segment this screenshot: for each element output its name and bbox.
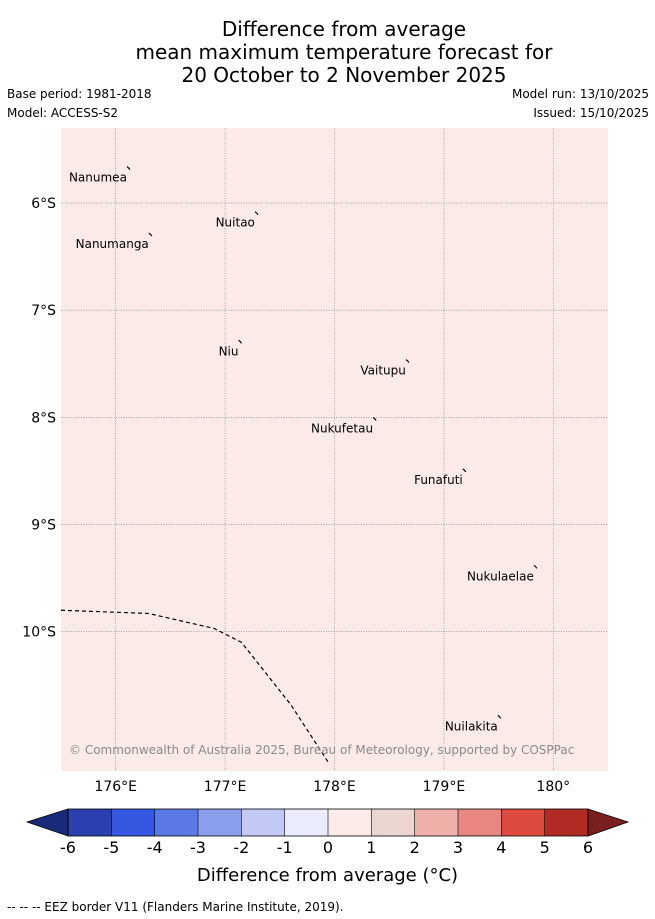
lon-tick-label: 180°: [536, 779, 570, 795]
forecast-map: Nanumea Nuitao Nanumanga Niu Vaitupu Nukufeta…: [22, 128, 630, 857]
lon-tick-label: 179°E: [423, 779, 466, 795]
lon-tick-label: 178°E: [313, 779, 356, 795]
base-period: Base period: 1981-2018: [7, 87, 152, 101]
graticule: [61, 128, 608, 771]
island-label: Nukufetau: [311, 421, 373, 435]
colorbar-swatch: [544, 809, 589, 836]
issued-date: Issued: 15/10/2025: [533, 106, 649, 120]
colorbar-swatch: [68, 809, 112, 836]
colorbar-swatch: [371, 809, 415, 836]
colorbar-tick-label: -2: [233, 838, 249, 857]
island-outline: [372, 416, 377, 421]
colorbar-tick-label: -3: [190, 838, 206, 857]
colorbar-swatch: [198, 809, 242, 836]
colorbar-tick-label: -4: [147, 838, 163, 857]
colorbar: -6 -5 -4 -3 -2 -1 0 1 2 3 4 5 6: [25, 808, 630, 857]
lon-tick-label: 177°E: [204, 779, 247, 795]
island-label: Nuilakita: [445, 719, 498, 733]
island-outline: [462, 468, 467, 473]
island-label: Vaitupu: [360, 364, 406, 378]
colorbar-swatch: [111, 809, 155, 836]
colorbar-swatch: [458, 809, 502, 836]
lat-tick-label: 10°S: [22, 625, 56, 641]
lat-tick-label: 6°S: [31, 196, 56, 212]
eez-footnote: -- -- -- EEZ border V11 (Flanders Marine…: [7, 900, 344, 914]
title-line-1: Difference from average: [221, 17, 467, 41]
colorbar-swatch: [284, 809, 329, 836]
island-outline: [533, 564, 538, 569]
island-labels: Nanumea Nuitao Nanumanga Niu Vaitupu Nukufeta…: [69, 166, 538, 733]
colorbar-high-extend: [587, 808, 630, 837]
island-label: Nanumea: [69, 171, 127, 185]
island-outline: [497, 714, 502, 719]
model-name: Model: ACCESS-S2: [7, 106, 119, 120]
colorbar-low-extend: [25, 808, 69, 837]
title-line-2: mean maximum temperature forecast for: [135, 40, 553, 64]
eez-border: [60, 609, 330, 764]
eez-border-line: [60, 609, 330, 764]
colorbar-swatch: [241, 809, 285, 836]
island-outline: [405, 359, 410, 363]
colorbar-tick-label: 1: [366, 838, 376, 857]
longitude-ticks: 176°E 177°E 178°E 179°E 180°: [94, 779, 570, 795]
colorbar-tick-label: -5: [103, 838, 119, 857]
colorbar-tick-label: 5: [540, 838, 550, 857]
island-label: Nanumanga: [76, 237, 149, 251]
model-run: Model run: 13/10/2025: [511, 87, 649, 101]
lat-tick-label: 9°S: [31, 518, 56, 534]
island-label: Funafuti: [414, 473, 463, 487]
colorbar-tick-label: -6: [60, 838, 76, 857]
island-label: Niu: [219, 344, 239, 358]
island-outline: [254, 211, 259, 216]
island-label: Nukulaelae: [467, 569, 534, 583]
colorbar-tick-label: 6: [583, 838, 593, 857]
colorbar-swatch: [154, 809, 199, 836]
colorbar-swatch: [501, 809, 545, 836]
island-outline: [126, 166, 131, 171]
lat-tick-label: 7°S: [31, 303, 56, 319]
latitude-ticks: 6°S 7°S 8°S 9°S 10°S: [22, 196, 56, 641]
colorbar-tick-label: -1: [277, 838, 293, 857]
colorbar-tick-label: 2: [410, 838, 420, 857]
colorbar-tick-label: 0: [323, 838, 333, 857]
colorbar-swatch: [328, 809, 372, 836]
island-label: Nuitao: [216, 216, 255, 230]
copyright-notice: © Commonwealth of Australia 2025, Bureau…: [69, 743, 574, 757]
colorbar-tick-label: 3: [453, 838, 463, 857]
colorbar-tick-label: 4: [496, 838, 506, 857]
island-outline: [238, 339, 243, 344]
colorbar-swatch: [414, 809, 459, 836]
title-line-3: 20 October to 2 November 2025: [181, 63, 507, 87]
colorbar-label: Difference from average (°C): [196, 865, 459, 886]
lon-tick-label: 176°E: [94, 779, 137, 795]
lat-tick-label: 8°S: [31, 410, 56, 426]
island-outline: [148, 232, 153, 237]
map-area: [61, 128, 608, 771]
